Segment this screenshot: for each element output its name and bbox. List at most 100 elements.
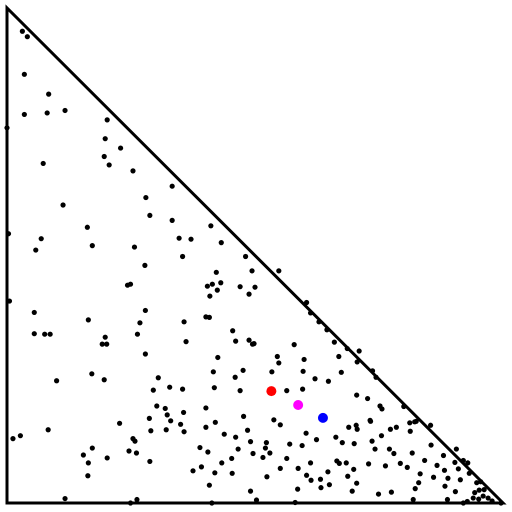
data-point: [253, 497, 260, 503]
data-point: [190, 468, 196, 474]
data-point: [364, 395, 371, 402]
data-point: [60, 202, 66, 208]
data-point: [213, 269, 219, 275]
data-point: [142, 351, 148, 357]
data-point: [478, 479, 484, 485]
data-point: [284, 455, 290, 462]
data-point: [441, 467, 448, 473]
data-point: [346, 424, 352, 430]
data-point: [252, 284, 258, 290]
data-point: [85, 460, 91, 466]
data-point: [333, 434, 339, 440]
data-point: [212, 419, 218, 425]
data-point: [99, 341, 105, 347]
data-point: [344, 345, 350, 352]
data-point: [453, 446, 459, 452]
data-point: [89, 371, 95, 377]
data-point: [442, 483, 448, 489]
data-point: [229, 455, 235, 462]
data-point: [232, 374, 238, 380]
data-point: [343, 460, 349, 466]
data-point: [313, 437, 320, 443]
data-point: [466, 470, 472, 476]
data-point: [212, 470, 218, 476]
data-point: [444, 496, 451, 503]
data-point: [410, 496, 416, 503]
data-point: [353, 422, 359, 428]
data-point: [181, 319, 187, 325]
data-point: [452, 489, 458, 495]
data-point: [303, 430, 309, 436]
data-point: [142, 262, 148, 268]
data-point: [142, 307, 148, 314]
data-point: [331, 339, 337, 345]
data-point: [40, 160, 46, 167]
data-point: [318, 485, 324, 491]
data-point: [31, 309, 37, 316]
data-point: [6, 298, 13, 304]
data-point: [251, 341, 257, 347]
data-point: [143, 194, 149, 201]
data-point: [262, 445, 269, 451]
data-point: [345, 473, 351, 479]
data-point: [317, 476, 324, 482]
data-point: [169, 217, 175, 223]
data-point: [367, 417, 373, 423]
data-point: [276, 268, 282, 274]
data-point: [134, 496, 140, 503]
data-point: [188, 236, 194, 242]
data-point: [312, 376, 318, 382]
data-point: [373, 374, 379, 380]
data-point: [211, 385, 217, 391]
data-point: [325, 469, 331, 475]
data-point: [209, 500, 215, 506]
data-point: [101, 153, 107, 160]
data-point: [85, 473, 91, 479]
data-point: [291, 342, 297, 348]
data-point: [62, 107, 68, 114]
data-point: [391, 450, 397, 457]
data-point: [263, 440, 270, 446]
data-point: [417, 471, 423, 477]
data-point: [247, 488, 254, 494]
data-point: [307, 460, 314, 466]
data-point: [134, 331, 141, 337]
data-point: [101, 377, 107, 383]
data-point: [24, 34, 30, 40]
data-point: [338, 369, 344, 375]
data-point: [89, 445, 95, 451]
data-point: [198, 464, 205, 470]
data-point: [130, 436, 136, 442]
data-point: [287, 441, 293, 447]
data-point: [218, 240, 224, 246]
data-point: [354, 392, 360, 398]
data-point: [207, 293, 213, 299]
data-point: [387, 426, 394, 432]
data-point: [209, 281, 215, 287]
data-point: [133, 450, 140, 456]
data-point: [21, 111, 27, 118]
data-point: [102, 334, 108, 340]
data-point: [221, 431, 227, 437]
data-point: [117, 145, 124, 151]
data-point: [295, 486, 301, 492]
data-point: [203, 424, 209, 430]
data-point: [208, 223, 214, 229]
data-point: [205, 449, 211, 455]
highlighted-point: [266, 386, 277, 397]
data-point: [393, 424, 399, 430]
data-point: [397, 460, 403, 466]
data-point: [237, 284, 243, 290]
data-point: [47, 331, 53, 337]
data-point: [351, 466, 357, 472]
data-point: [19, 28, 25, 34]
data-point: [33, 247, 39, 253]
data-point: [155, 375, 161, 381]
data-point: [430, 474, 437, 480]
data-point: [233, 434, 239, 440]
data-point: [295, 465, 301, 471]
data-point: [485, 495, 491, 501]
data-point: [42, 331, 48, 337]
